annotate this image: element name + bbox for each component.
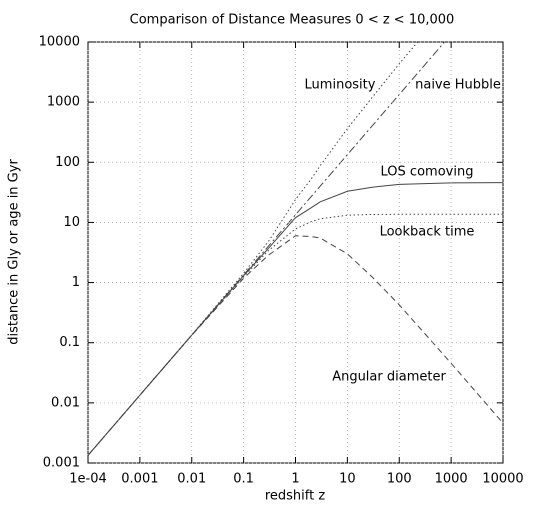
series-line — [88, 213, 503, 456]
x-tick-label: 0.01 — [177, 472, 206, 487]
y-axis-label: distance in Gly or age in Gyr — [7, 159, 22, 345]
x-tick-label: 1 — [291, 472, 299, 487]
y-tick-label: 10 — [63, 215, 80, 230]
y-tick-label: 0.01 — [51, 395, 80, 410]
y-tick-label: 1000 — [47, 95, 80, 110]
x-tick-label: 1e-04 — [69, 472, 107, 487]
x-tick-label: 10000 — [482, 472, 523, 487]
x-axis-label: redshift z — [265, 489, 326, 504]
y-tick-label: 0.1 — [59, 335, 80, 350]
y-tick-label: 100 — [55, 155, 80, 170]
series-line — [88, 235, 503, 456]
x-tick-label: 0.001 — [121, 472, 158, 487]
series-label: Luminosity — [305, 78, 376, 93]
y-tick-label: 1 — [72, 275, 80, 290]
series-line — [88, 182, 503, 456]
x-tick-label: 100 — [387, 472, 412, 487]
x-tick-label: 1000 — [435, 472, 468, 487]
y-tick-label: 0.001 — [43, 456, 80, 471]
x-tick-label: 0.1 — [233, 472, 254, 487]
series-label: Lookback time — [380, 225, 475, 240]
x-tick-label: 10 — [339, 472, 356, 487]
plot-frame — [87, 41, 504, 464]
y-tick-label: 10000 — [39, 35, 80, 50]
series-label: Angular diameter — [332, 370, 446, 385]
series-line — [88, 42, 419, 456]
series-label: LOS comoving — [381, 165, 474, 180]
series-label: naive Hubble — [415, 78, 501, 93]
chart-title: Comparison of Distance Measures 0 < z < … — [130, 13, 455, 28]
